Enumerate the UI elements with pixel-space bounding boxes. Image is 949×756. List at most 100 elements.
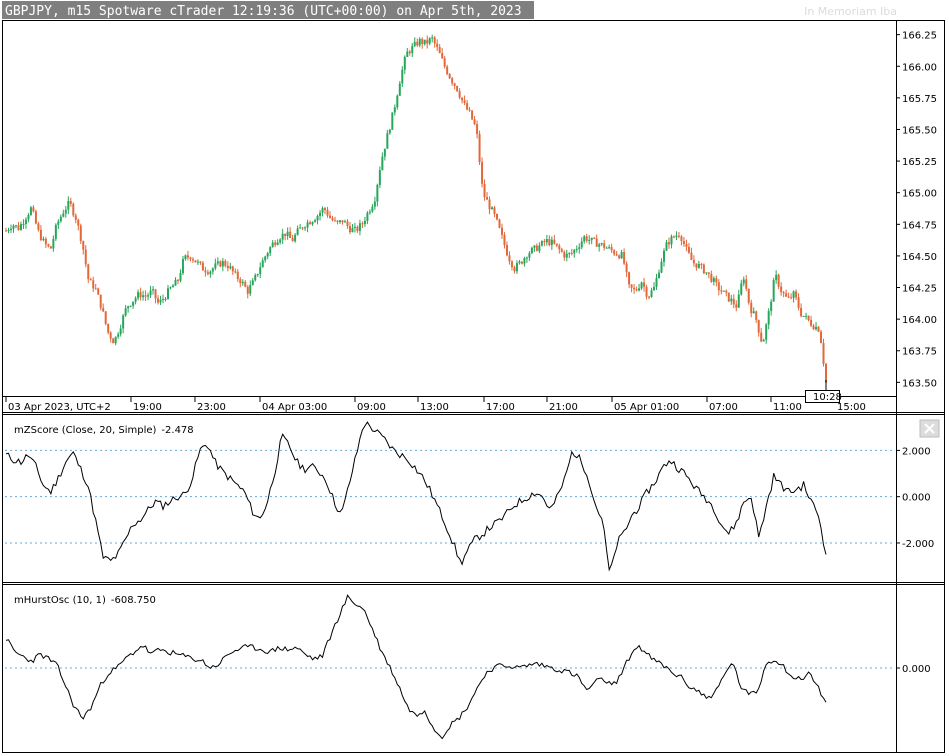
candle (134, 296, 137, 305)
price-tick-label: 166.00 (902, 62, 937, 73)
candle (530, 246, 533, 254)
candle (690, 247, 693, 261)
candle (757, 319, 760, 337)
price-tick-label: 163.75 (902, 347, 937, 358)
indicator-tick-label: 2.000 (902, 446, 931, 457)
candle (441, 48, 444, 59)
candle (692, 255, 695, 267)
candle (792, 290, 795, 303)
candle (97, 287, 100, 295)
candle (655, 273, 658, 290)
candle (423, 39, 426, 46)
candle (453, 82, 456, 90)
candle (533, 245, 536, 252)
indicator-close-button[interactable] (919, 419, 940, 438)
candle (802, 315, 805, 317)
candle (610, 243, 613, 254)
candle (777, 273, 780, 290)
candle (336, 220, 339, 225)
candle (438, 44, 441, 54)
candle (568, 252, 571, 259)
time-tick-label: 04 Apr 03:00 (262, 402, 327, 413)
candle (478, 130, 481, 166)
candle (319, 210, 322, 221)
candle (386, 129, 389, 149)
candle (17, 221, 20, 231)
candle (715, 275, 718, 287)
candle (157, 295, 160, 305)
time-axis: 03 Apr 2023, UTC+2 19:00 23:00 04 Apr 03:00… (5, 397, 866, 413)
candle (603, 239, 606, 251)
candle (672, 235, 675, 239)
candle (710, 270, 713, 283)
candle (590, 237, 593, 245)
candle (662, 248, 665, 267)
candle (583, 235, 586, 244)
candle (775, 270, 778, 284)
candle (326, 206, 329, 218)
candle (608, 244, 611, 249)
candle (338, 219, 341, 225)
price-tick-label: 164.75 (902, 220, 937, 231)
candle (139, 287, 142, 301)
candle (291, 234, 294, 242)
candle (737, 289, 740, 309)
candle (695, 263, 698, 271)
candle (62, 209, 65, 218)
candle (346, 219, 349, 229)
candle (246, 284, 249, 299)
candle (513, 265, 516, 274)
candle (391, 112, 394, 130)
candle (393, 104, 396, 116)
candle (294, 232, 297, 243)
candle (618, 254, 621, 260)
candle (259, 262, 262, 279)
candle (815, 322, 818, 331)
candle (483, 179, 486, 201)
candle (174, 277, 177, 286)
candle (42, 236, 45, 242)
candle (443, 56, 446, 69)
candle (535, 243, 538, 252)
candle (154, 288, 157, 304)
candle (196, 259, 199, 266)
price-tick-label: 165.50 (902, 125, 937, 136)
candle (752, 307, 755, 314)
chart-title: GBPJPY, m15 Spotware cTrader 12:19:36 (U… (5, 4, 522, 19)
candle (316, 214, 319, 225)
candle (32, 205, 35, 213)
candle (204, 266, 207, 277)
candle (653, 282, 656, 291)
candle (578, 243, 581, 254)
memoriam-text: In Memoriam Iba (804, 5, 897, 18)
candle (181, 255, 184, 276)
candle (493, 206, 496, 218)
candle (67, 196, 70, 215)
candle (256, 273, 259, 277)
candle (398, 81, 401, 96)
candle (114, 336, 117, 346)
candle (732, 294, 735, 309)
candle (780, 282, 783, 296)
candle (401, 66, 404, 88)
candle (742, 276, 745, 287)
candle (471, 110, 474, 120)
candle (643, 277, 646, 292)
candle (22, 219, 25, 229)
candle (361, 221, 364, 229)
candle (7, 227, 10, 234)
candle (329, 211, 332, 219)
candle (381, 152, 384, 171)
candle (64, 205, 67, 218)
candle (772, 277, 775, 302)
time-tick-label: 21:00 (549, 402, 578, 413)
candle (29, 205, 32, 216)
candle (648, 295, 651, 300)
candle (650, 287, 653, 298)
candle (226, 261, 229, 272)
candle (600, 242, 603, 246)
candle (463, 95, 466, 106)
candle (176, 278, 179, 285)
candle (301, 226, 304, 231)
candle (518, 259, 521, 265)
